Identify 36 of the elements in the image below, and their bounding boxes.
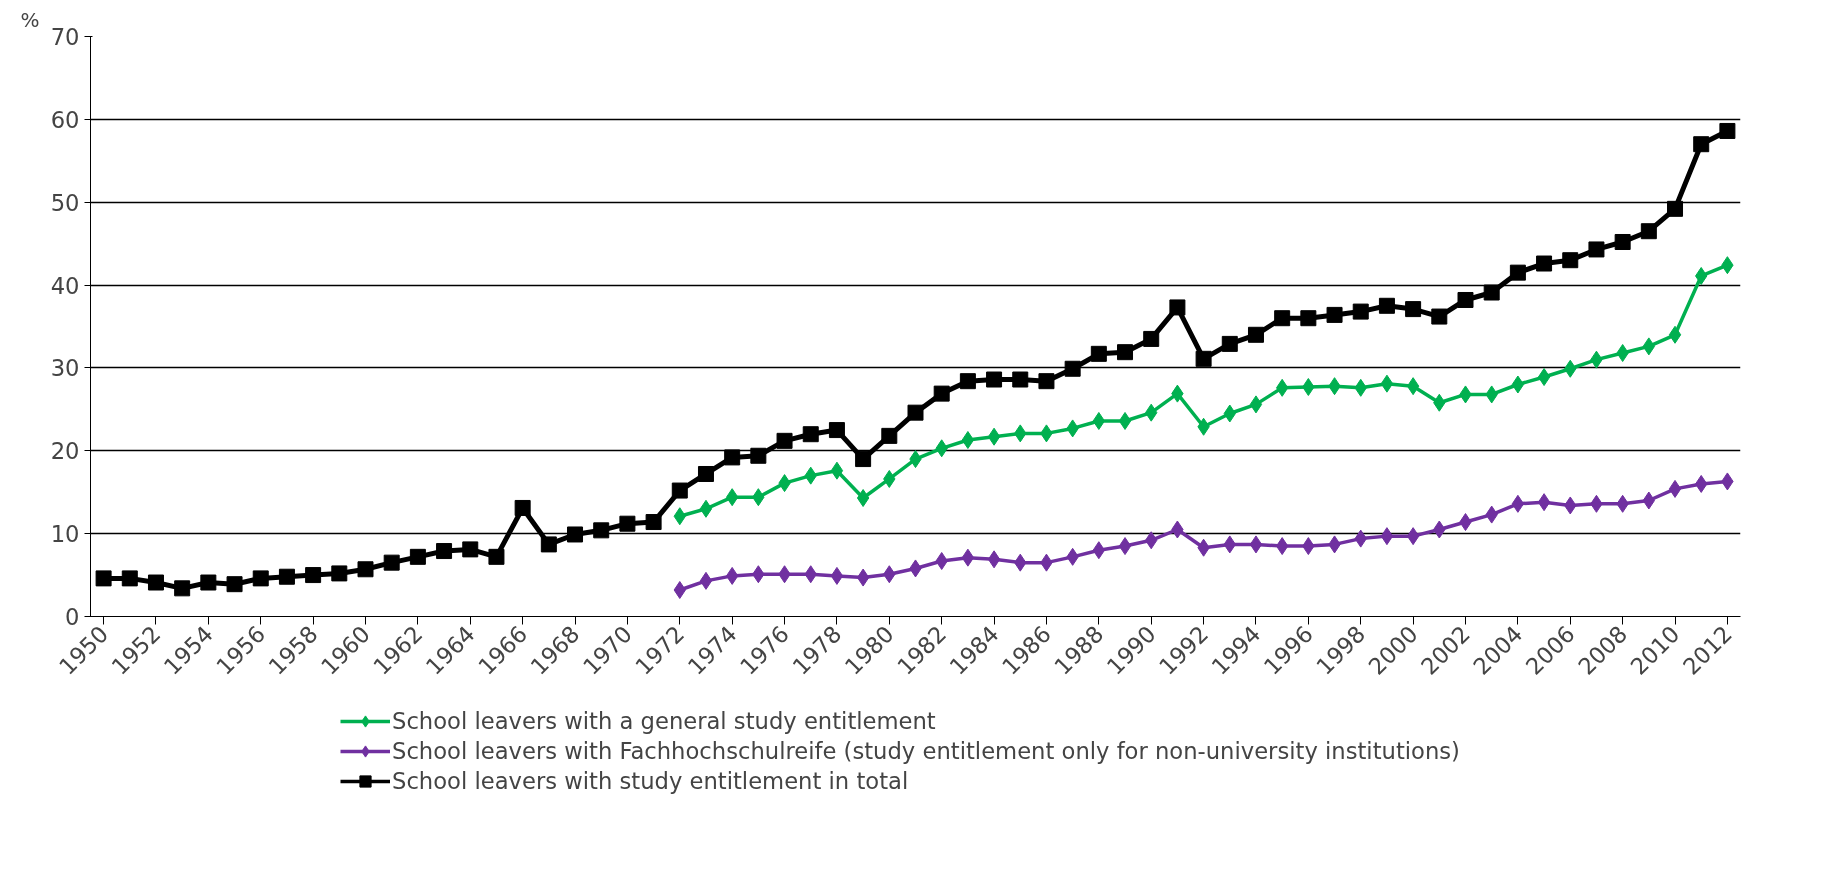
point <box>987 427 1001 446</box>
legend-label: School leavers with a general study entitlement <box>392 707 936 735</box>
point <box>1249 395 1263 414</box>
y-tick-label: 30 <box>50 355 80 382</box>
point <box>1511 494 1525 513</box>
y-tick-label: 10 <box>50 521 80 548</box>
y-tick-label: 60 <box>50 106 80 133</box>
legend-label: School leavers with Fachhochschulreife (study entitlement only for non-university institutions) <box>392 737 1460 765</box>
point <box>830 566 844 585</box>
point <box>961 548 975 567</box>
point <box>830 461 844 480</box>
y-tick-label: 20 <box>50 438 80 465</box>
y-tick-label: 0 <box>65 604 80 630</box>
legend-label: School leavers with study entitlement in total <box>392 767 909 795</box>
point <box>1668 325 1682 344</box>
point <box>1118 411 1132 430</box>
point <box>1668 479 1682 498</box>
y-tick-label: 40 <box>50 272 80 299</box>
y-tick-label: 50 <box>50 189 80 216</box>
point <box>987 550 1001 569</box>
point <box>961 431 975 450</box>
y-axis-title: % <box>20 7 40 32</box>
y-tick-label: 70 <box>50 24 80 50</box>
point <box>1406 527 1420 546</box>
point <box>856 489 870 508</box>
point <box>1118 537 1132 556</box>
point <box>699 571 713 590</box>
point <box>1380 374 1394 393</box>
point <box>699 499 713 518</box>
point <box>1380 527 1394 546</box>
point <box>1249 535 1263 554</box>
point <box>1511 375 1525 394</box>
point <box>1537 493 1551 512</box>
point <box>1406 377 1420 396</box>
point <box>1537 368 1551 387</box>
point <box>856 568 870 587</box>
